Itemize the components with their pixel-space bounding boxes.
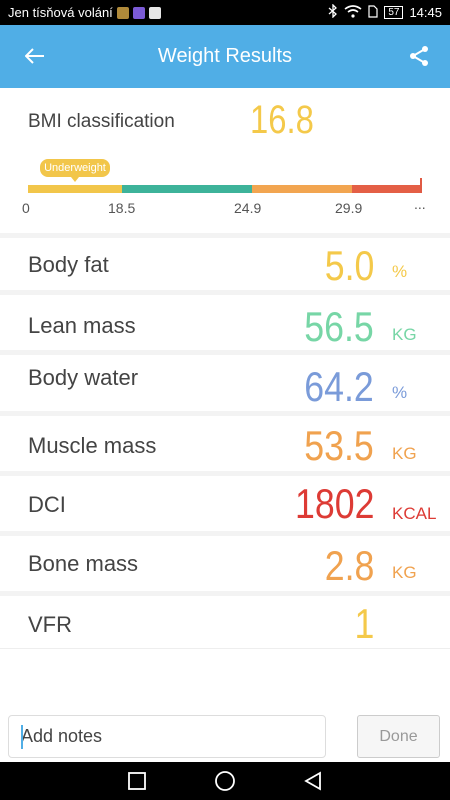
- metric-value: 64.2: [304, 363, 374, 410]
- divider: [0, 531, 450, 536]
- metric-unit: %: [392, 383, 408, 402]
- metric-value: 53.5: [304, 422, 374, 469]
- bmi-value: 16.8: [250, 98, 314, 142]
- divider: [0, 591, 450, 596]
- recents-icon: [128, 772, 146, 790]
- bmi-classification-badge: Underweight: [40, 159, 110, 182]
- metric-row-bone-mass: Bone mass 2.8 KG: [0, 536, 450, 591]
- bmi-label: BMI classification: [28, 111, 175, 132]
- bmi-tick: 0: [22, 200, 30, 216]
- metric-label: VFR: [28, 612, 72, 637]
- back-nav-button[interactable]: [300, 768, 326, 794]
- bmi-gauge-segment: [352, 185, 422, 193]
- metric-label: DCI: [28, 492, 66, 517]
- notes-input[interactable]: Add notes: [8, 715, 326, 758]
- carrier-group: Jen tísňová volání: [8, 5, 161, 20]
- wifi-icon: [344, 4, 362, 21]
- battery-indicator: 57: [384, 6, 404, 19]
- metric-unit: KG: [392, 444, 417, 463]
- metric-value: 1802: [294, 480, 374, 527]
- metric-unit: KG: [392, 325, 417, 344]
- metric-unit: KCAL: [392, 504, 437, 523]
- back-button[interactable]: [20, 41, 50, 71]
- sim-icon: [368, 4, 378, 21]
- metric-row-body-fat: Body fat 5.0 %: [0, 238, 450, 290]
- notification-icon: [132, 6, 145, 19]
- divider: [0, 648, 450, 649]
- status-bar: Jen tísňová volání 57 14:45: [0, 0, 450, 25]
- bmi-section: BMI classification 16.8 Underweight 0 18…: [0, 88, 450, 233]
- bmi-gauge-segment: [252, 185, 352, 193]
- notification-icon: [116, 6, 129, 19]
- page-title: Weight Results: [157, 45, 293, 67]
- back-arrow-icon: [25, 48, 44, 64]
- metric-unit: KG: [392, 563, 417, 582]
- bmi-gauge-segment: [122, 185, 252, 193]
- metric-label: Bone mass: [28, 551, 139, 576]
- metric-label: Body fat: [28, 252, 109, 277]
- home-button[interactable]: [212, 768, 238, 794]
- divider: [0, 471, 450, 476]
- metric-label: Body water: [28, 365, 139, 390]
- done-button[interactable]: Done: [357, 715, 440, 758]
- bmi-gauge-segment: [28, 185, 122, 193]
- share-button[interactable]: [404, 41, 434, 71]
- app-bar: Weight Results: [0, 25, 450, 88]
- divider: [0, 290, 450, 295]
- bmi-gauge-end: [420, 178, 422, 193]
- home-icon: [215, 771, 235, 791]
- status-icons: 57 14:45: [328, 3, 442, 21]
- status-time: 14:45: [409, 5, 442, 20]
- metric-unit: %: [392, 262, 408, 281]
- bmi-tick: 18.5: [108, 200, 136, 216]
- metric-row-lean-mass: Lean mass 56.5 KG: [0, 295, 450, 350]
- metric-value: 5.0: [324, 242, 374, 289]
- photos-icon: [148, 6, 161, 19]
- metric-row-dci: DCI 1802 KCAL: [0, 476, 450, 531]
- metric-value: 2.8: [324, 542, 374, 589]
- divider: [0, 233, 450, 238]
- divider: [0, 411, 450, 416]
- metric-label: Muscle mass: [28, 433, 157, 458]
- metric-label: Lean mass: [28, 313, 136, 338]
- carrier-text: Jen tísňová volání: [8, 5, 113, 20]
- metric-row-body-water: Body water 64.2 %: [0, 355, 450, 411]
- metric-value: 1: [354, 600, 374, 647]
- metric-row-muscle-mass: Muscle mass 53.5 KG: [0, 416, 450, 471]
- metric-value: 56.5: [304, 303, 374, 350]
- back-triangle-icon: [304, 771, 321, 791]
- system-nav-bar: [0, 762, 450, 800]
- bluetooth-icon: [328, 3, 338, 21]
- share-icon: [410, 46, 428, 66]
- recents-button[interactable]: [124, 768, 150, 794]
- bmi-tick: 24.9: [234, 200, 262, 216]
- bmi-gauge: [28, 185, 422, 193]
- bmi-tick: ...: [414, 196, 426, 212]
- metric-row-vfr: VFR 1: [0, 596, 450, 648]
- divider: [0, 350, 450, 355]
- bmi-tick: 29.9: [335, 200, 363, 216]
